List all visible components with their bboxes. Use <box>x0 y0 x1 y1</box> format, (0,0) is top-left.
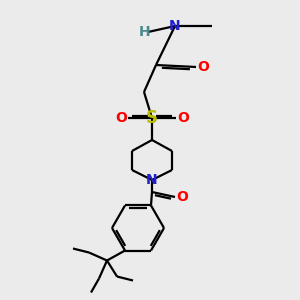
Text: N: N <box>169 19 181 33</box>
Text: O: O <box>197 60 209 74</box>
Text: O: O <box>115 111 127 125</box>
Text: H: H <box>139 25 151 39</box>
Text: O: O <box>177 111 189 125</box>
Text: S: S <box>146 109 158 127</box>
Text: N: N <box>146 173 158 187</box>
Text: O: O <box>176 190 188 204</box>
